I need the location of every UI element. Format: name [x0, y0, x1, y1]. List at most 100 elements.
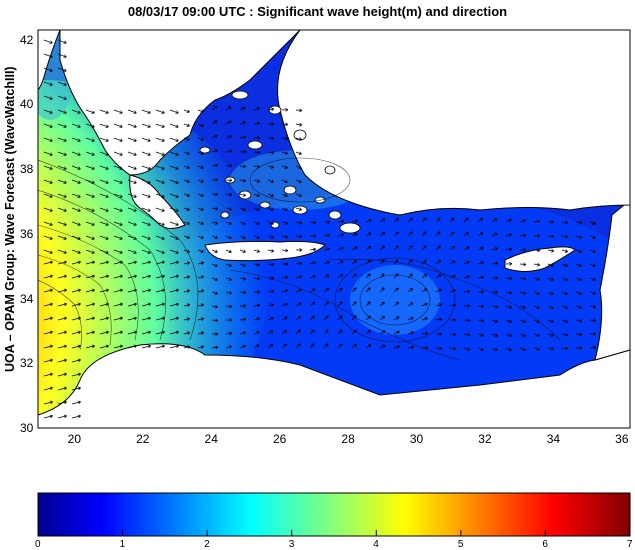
wave-arrow — [57, 372, 67, 377]
wave-arrow — [169, 179, 179, 185]
wave-arrow — [183, 207, 190, 211]
wave-arrow — [211, 305, 219, 309]
wave-arrow — [575, 220, 583, 225]
wave-arrow — [561, 291, 568, 296]
wave-arrow — [127, 151, 137, 157]
colorbar-tick-label: 3 — [288, 539, 295, 550]
wave-arrow — [589, 221, 597, 225]
wave-arrow — [57, 95, 67, 101]
wave-arrow — [43, 235, 53, 241]
wave-arrow — [113, 302, 123, 307]
wave-arrow — [253, 330, 260, 335]
wave-arrow — [85, 207, 95, 213]
wave-arrow — [225, 235, 232, 240]
wave-arrow — [519, 347, 526, 352]
wave-arrow — [43, 302, 53, 307]
wave-arrow — [589, 332, 597, 336]
map-frame — [37, 29, 631, 429]
wave-arrow — [533, 277, 541, 281]
wave-arrow — [71, 165, 81, 171]
wave-arrow — [43, 330, 53, 335]
wave-arrow — [57, 123, 67, 129]
wave-arrow — [393, 259, 399, 265]
wave-arrow — [449, 245, 456, 251]
wave-arrow — [225, 120, 232, 125]
wave-arrow — [197, 235, 204, 239]
wave-arrow — [421, 331, 429, 336]
wave-arrow — [85, 221, 95, 227]
wave-arrow — [533, 333, 540, 338]
wave-arrow — [141, 123, 151, 129]
wave-arrow — [519, 219, 526, 223]
wave-arrow — [127, 179, 137, 185]
wave-arrow — [435, 317, 443, 322]
wave-arrow — [113, 179, 123, 185]
wave-arrow — [323, 301, 329, 307]
wave-arrow — [141, 235, 151, 241]
wave-arrow — [57, 151, 67, 157]
wave-arrow — [281, 221, 288, 225]
colorbar-tick-label: 6 — [542, 539, 548, 550]
wave-arrow — [337, 233, 345, 237]
wave-arrow — [57, 39, 67, 45]
wave-arrow — [113, 235, 123, 241]
wave-arrow — [365, 329, 372, 335]
wave-arrow — [281, 107, 289, 112]
wave-arrow — [239, 317, 247, 322]
wave-arrow — [295, 108, 303, 113]
wave-arrow — [183, 193, 190, 197]
lon-tick-label: 34 — [546, 432, 561, 446]
wave-arrow — [71, 274, 81, 279]
wave-arrow — [281, 316, 288, 321]
wave-arrow — [57, 316, 67, 321]
wave-arrow — [519, 291, 527, 295]
wave-arrow — [519, 305, 526, 309]
wave-arrow — [43, 39, 53, 45]
wave-arrow — [589, 277, 596, 282]
wave-arrow — [113, 274, 123, 279]
wave-arrow — [85, 344, 95, 349]
wave-arrow — [505, 218, 512, 223]
wave-arrow — [323, 288, 330, 293]
wave-arrow — [477, 261, 484, 265]
wave-arrow — [547, 234, 555, 239]
wave-arrow — [141, 109, 151, 115]
wave-arrow — [141, 316, 151, 321]
wave-arrow — [85, 330, 95, 335]
wave-arrow — [85, 249, 95, 255]
wave-arrow — [211, 345, 219, 350]
wave-arrow — [421, 302, 428, 307]
wave-arrow — [155, 288, 165, 293]
wave-arrow — [197, 317, 205, 321]
wave-arrow — [407, 259, 413, 265]
wave-arrow — [589, 318, 597, 323]
wave-arrow — [225, 163, 233, 168]
wave-arrow — [337, 219, 345, 224]
wave-arrow — [561, 332, 569, 337]
wave-arrow — [183, 261, 191, 265]
wave-arrow — [365, 246, 372, 251]
wave-arrow — [337, 260, 344, 265]
wave-arrow — [309, 315, 315, 321]
wave-arrow — [477, 290, 485, 294]
wave-arrow — [197, 331, 205, 335]
wave-arrow — [99, 344, 109, 349]
wave-arrow — [421, 259, 427, 265]
wave-arrow — [225, 345, 233, 349]
wave-arrow — [295, 221, 303, 225]
wave-arrow — [547, 263, 555, 267]
wave-arrow — [197, 165, 204, 169]
wave-arrow — [351, 260, 358, 265]
wave-arrow — [225, 331, 233, 336]
wave-arrow — [505, 319, 512, 323]
wave-arrow — [211, 318, 219, 323]
wave-arrow — [85, 193, 95, 199]
wave-arrow — [547, 248, 555, 253]
wave-arrow — [197, 249, 204, 253]
wave-arrow — [113, 109, 123, 115]
wave-arrow — [99, 165, 109, 171]
wave-arrow — [435, 288, 442, 293]
wave-arrow — [519, 233, 527, 238]
wave-arrow — [463, 347, 471, 351]
